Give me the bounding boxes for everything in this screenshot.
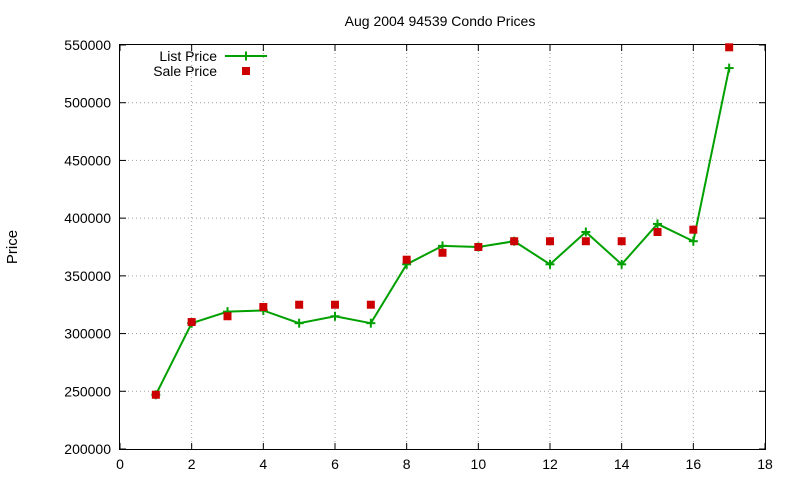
chart-title: Aug 2004 94539 Condo Prices [345, 13, 536, 29]
x-tick-label: 18 [757, 456, 773, 472]
y-tick-label: 350000 [64, 268, 111, 284]
sale-price-point [581, 237, 590, 246]
list-price-point [617, 259, 627, 269]
list-price-point [581, 227, 591, 237]
legend-entry: Sale Price [153, 63, 250, 79]
sale-price-point [331, 300, 339, 309]
list-price-point [545, 259, 555, 269]
series-1 [151, 43, 734, 399]
y-tick-label: 400000 [64, 210, 111, 226]
list-price-point [724, 63, 734, 73]
sale-price-point [402, 255, 411, 264]
y-tick-label: 250000 [64, 383, 111, 399]
x-tick-label: 14 [614, 456, 630, 472]
x-tick-label: 8 [403, 456, 411, 472]
legend-label: Sale Price [153, 63, 217, 79]
sale-price-point [474, 243, 483, 251]
y-tick-label: 300000 [64, 326, 111, 342]
sale-price-point [725, 43, 734, 52]
list-price-point [330, 311, 340, 321]
plot-frame [119, 44, 766, 450]
x-tick-label: 6 [331, 456, 339, 472]
list-price-point [366, 318, 376, 328]
legend-label: List Price [159, 48, 217, 64]
x-tick-label: 2 [188, 456, 196, 472]
y-tick-label: 550000 [64, 37, 111, 53]
sale-price-point [617, 237, 626, 246]
sale-price-point [151, 390, 160, 399]
y-tick-label: 200000 [64, 441, 111, 457]
list-price-point [653, 219, 662, 229]
x-tick-label: 4 [259, 456, 267, 472]
y-tick-label: 450000 [64, 152, 111, 168]
sale-price-point [366, 300, 375, 309]
list-price-point [688, 236, 698, 246]
legend-entry: List Price [159, 48, 267, 64]
x-tick-label: 16 [686, 456, 702, 472]
grid [120, 45, 765, 449]
y-tick-label: 500000 [64, 95, 111, 111]
data-series [151, 43, 734, 400]
sale-price-point [689, 225, 698, 234]
legend-plus-marker [241, 51, 251, 61]
list-price-line [154, 67, 731, 396]
axis-ticks: 0 2 4 6 8 10 12 14 16 18 200000 250000 300000 350000 4… [64, 37, 773, 472]
sale-price-point [295, 300, 304, 309]
sale-price-point [223, 312, 232, 321]
series-0 [151, 63, 734, 400]
legend-square-marker [242, 67, 250, 75]
sale-price-point [546, 237, 554, 246]
x-tick-label: 12 [542, 456, 558, 472]
x-tick-label: 10 [471, 456, 487, 472]
sale-price-point [187, 318, 196, 327]
x-tick-label: 0 [116, 456, 124, 472]
sale-price-point [259, 303, 268, 312]
sale-price-point [438, 248, 447, 257]
y-axis-label: Price [4, 230, 21, 264]
sale-price-point [510, 237, 519, 246]
list-price-point [294, 318, 304, 328]
sale-price-point [653, 227, 662, 236]
